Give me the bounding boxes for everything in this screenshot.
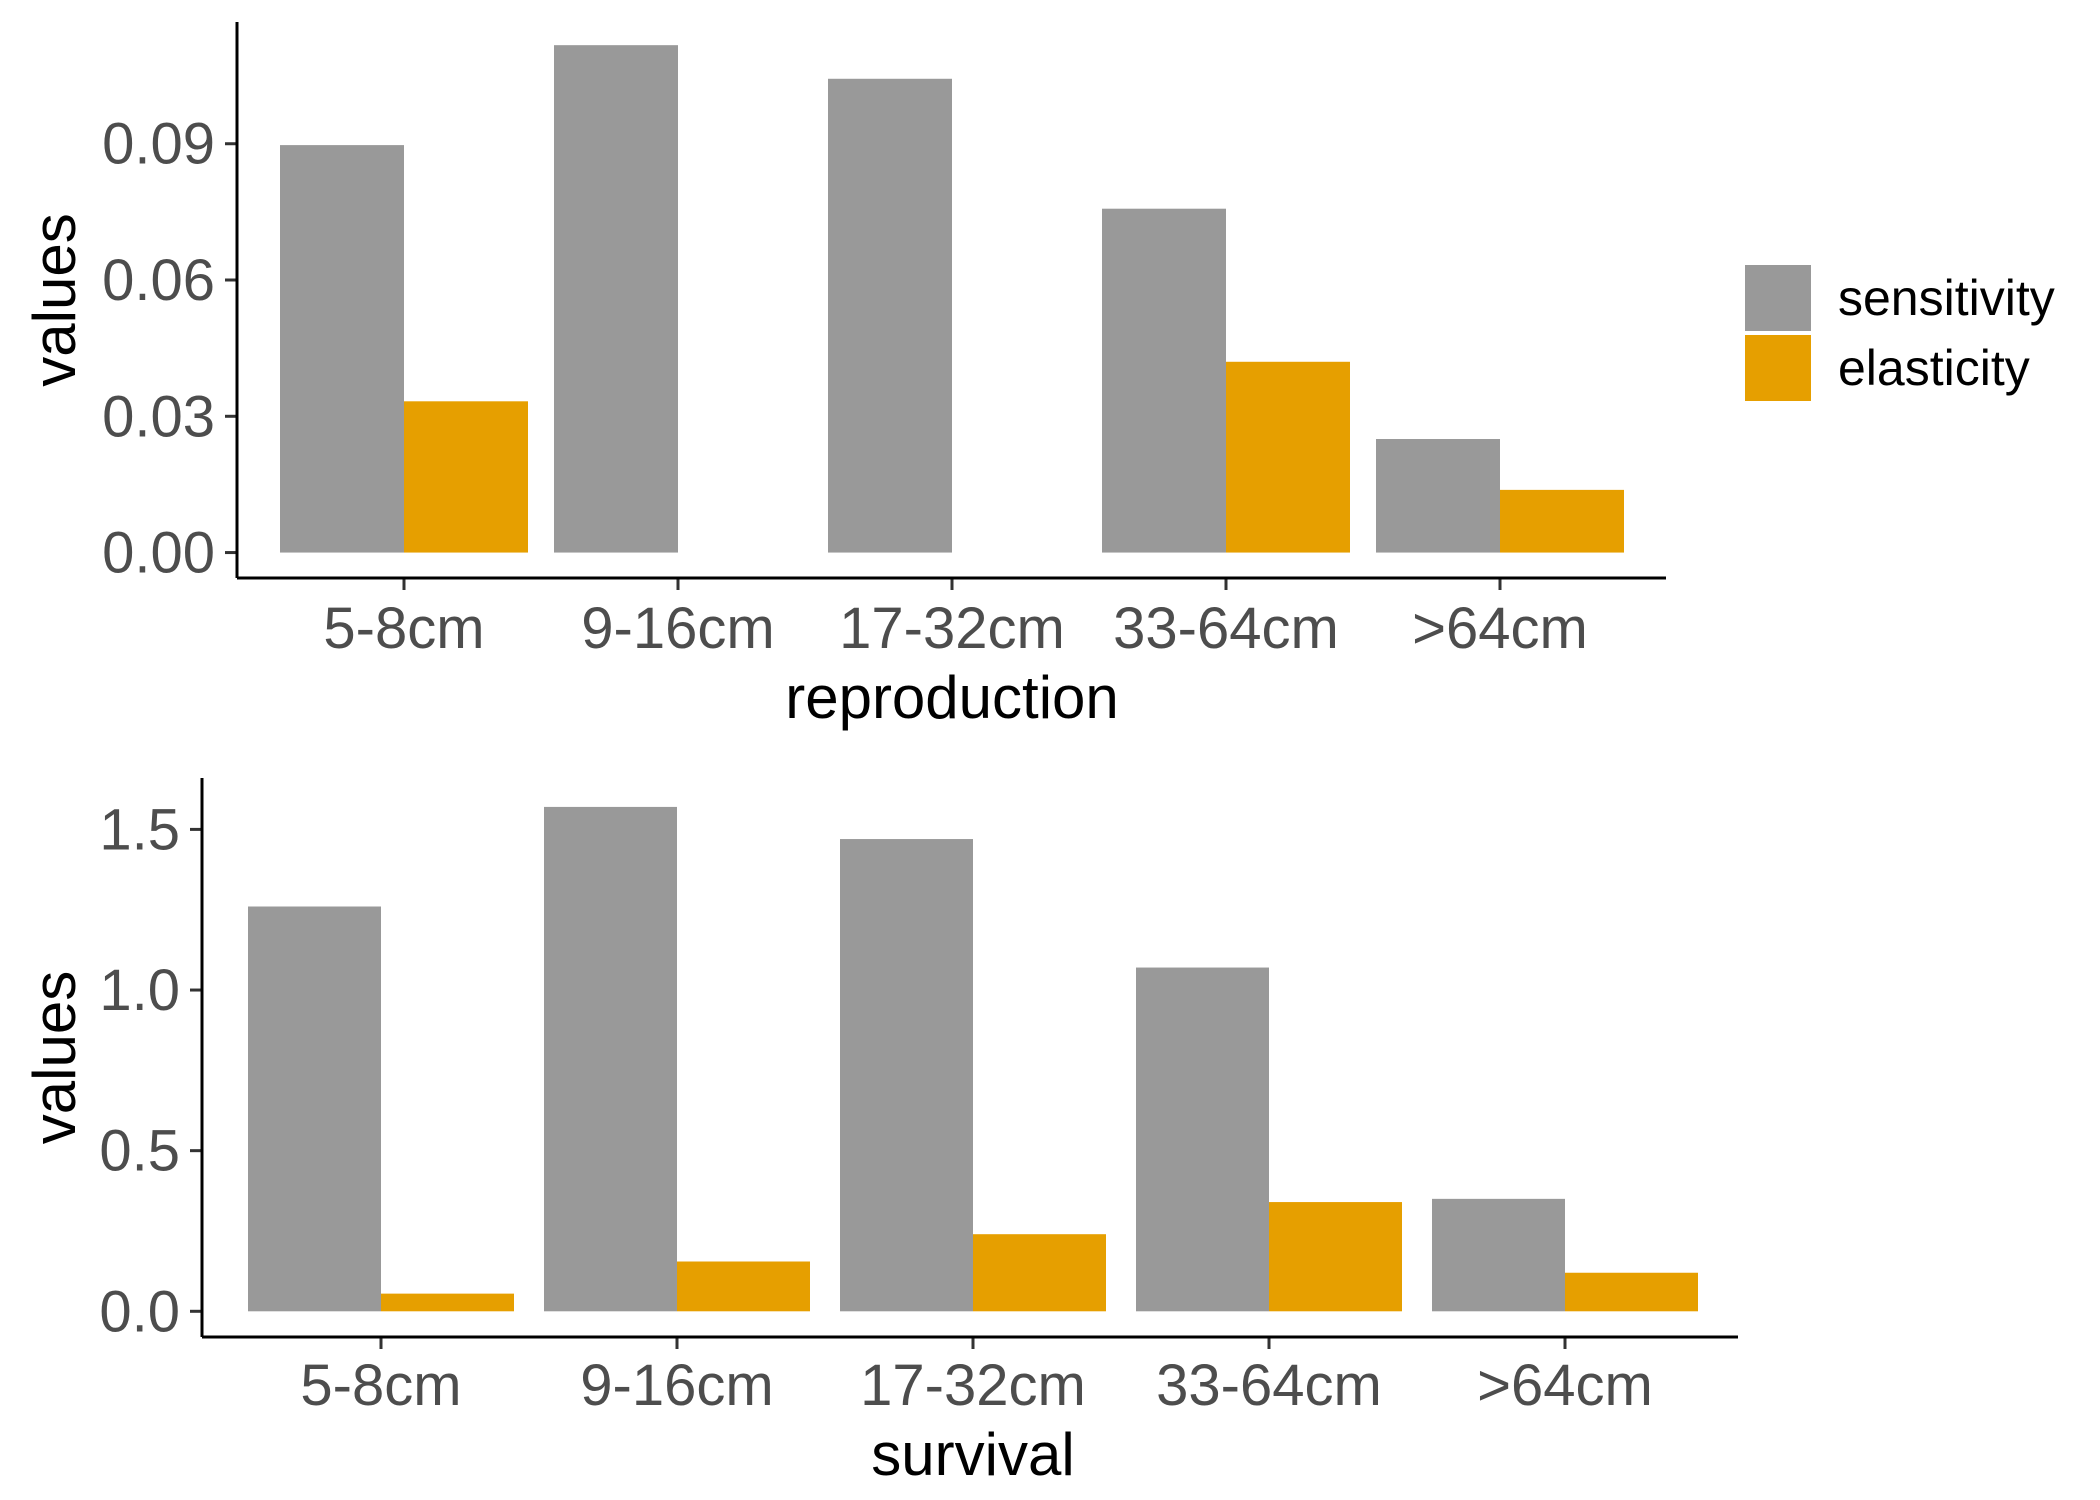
x-tick-label: >64cm xyxy=(1477,1353,1653,1418)
legend-label-elasticity: elasticity xyxy=(1838,340,2030,396)
x-axis-title: reproduction xyxy=(785,664,1119,731)
y-axis-title: values xyxy=(21,213,88,386)
bar-sensitivity-2 xyxy=(828,78,952,553)
x-tick-label: 9-16cm xyxy=(581,596,774,661)
bar-sensitivity-1 xyxy=(544,806,677,1312)
x-tick-label: >64cm xyxy=(1412,596,1588,661)
bar-sensitivity-3 xyxy=(1136,967,1269,1312)
reproduction-panel: 5-8cm 9-16cm 17-32cm 33-64cm >64cm 0.00 0.03 0.… xyxy=(21,22,1666,731)
x-axis-title: survival xyxy=(871,1421,1074,1488)
y-tick-label: 0.03 xyxy=(102,384,215,449)
bar-sensitivity-3 xyxy=(1102,208,1226,553)
legend-swatch-sensitivity xyxy=(1745,265,1811,331)
y-tick-label: 1.0 xyxy=(99,958,180,1023)
bar-sensitivity-4 xyxy=(1432,1198,1565,1312)
x-tick-label: 5-8cm xyxy=(300,1353,461,1418)
x-tick-label: 9-16cm xyxy=(580,1353,773,1418)
y-tick-label: 0.09 xyxy=(102,112,215,177)
bar-elasticity-0 xyxy=(404,401,528,553)
bar-sensitivity-2 xyxy=(840,839,973,1312)
bar-sensitivity-1 xyxy=(554,45,678,553)
legend: sensitivity elasticity xyxy=(1745,265,2055,401)
y-tick-label: 0.5 xyxy=(99,1119,180,1184)
bar-elasticity-1 xyxy=(677,1261,810,1312)
x-tick-label: 33-64cm xyxy=(1156,1353,1382,1418)
x-tick-label: 17-32cm xyxy=(860,1353,1086,1418)
bar-elasticity-4 xyxy=(1500,489,1624,553)
bar-elasticity-0 xyxy=(381,1293,514,1312)
x-tick-label: 5-8cm xyxy=(323,596,484,661)
y-tick-label: 0.0 xyxy=(99,1279,180,1344)
bar-elasticity-4 xyxy=(1565,1272,1698,1312)
bar-elasticity-3 xyxy=(1269,1202,1402,1312)
bar-sensitivity-0 xyxy=(248,906,381,1312)
y-tick-label: 1.5 xyxy=(99,797,180,862)
bar-elasticity-3 xyxy=(1226,361,1350,553)
x-tick-label: 17-32cm xyxy=(839,596,1065,661)
survival-panel: 5-8cm 9-16cm 17-32cm 33-64cm >64cm 0.0 0.5 1.0 1… xyxy=(21,778,1738,1488)
y-tick-label: 0.06 xyxy=(102,248,215,313)
y-tick-label: 0.00 xyxy=(102,521,215,586)
legend-swatch-elasticity xyxy=(1745,335,1811,401)
bar-sensitivity-4 xyxy=(1376,439,1500,553)
x-tick-label: 33-64cm xyxy=(1113,596,1339,661)
y-axis-title: values xyxy=(21,971,88,1144)
bar-sensitivity-0 xyxy=(280,145,404,553)
legend-label-sensitivity: sensitivity xyxy=(1838,270,2055,326)
bar-elasticity-2 xyxy=(973,1234,1106,1312)
